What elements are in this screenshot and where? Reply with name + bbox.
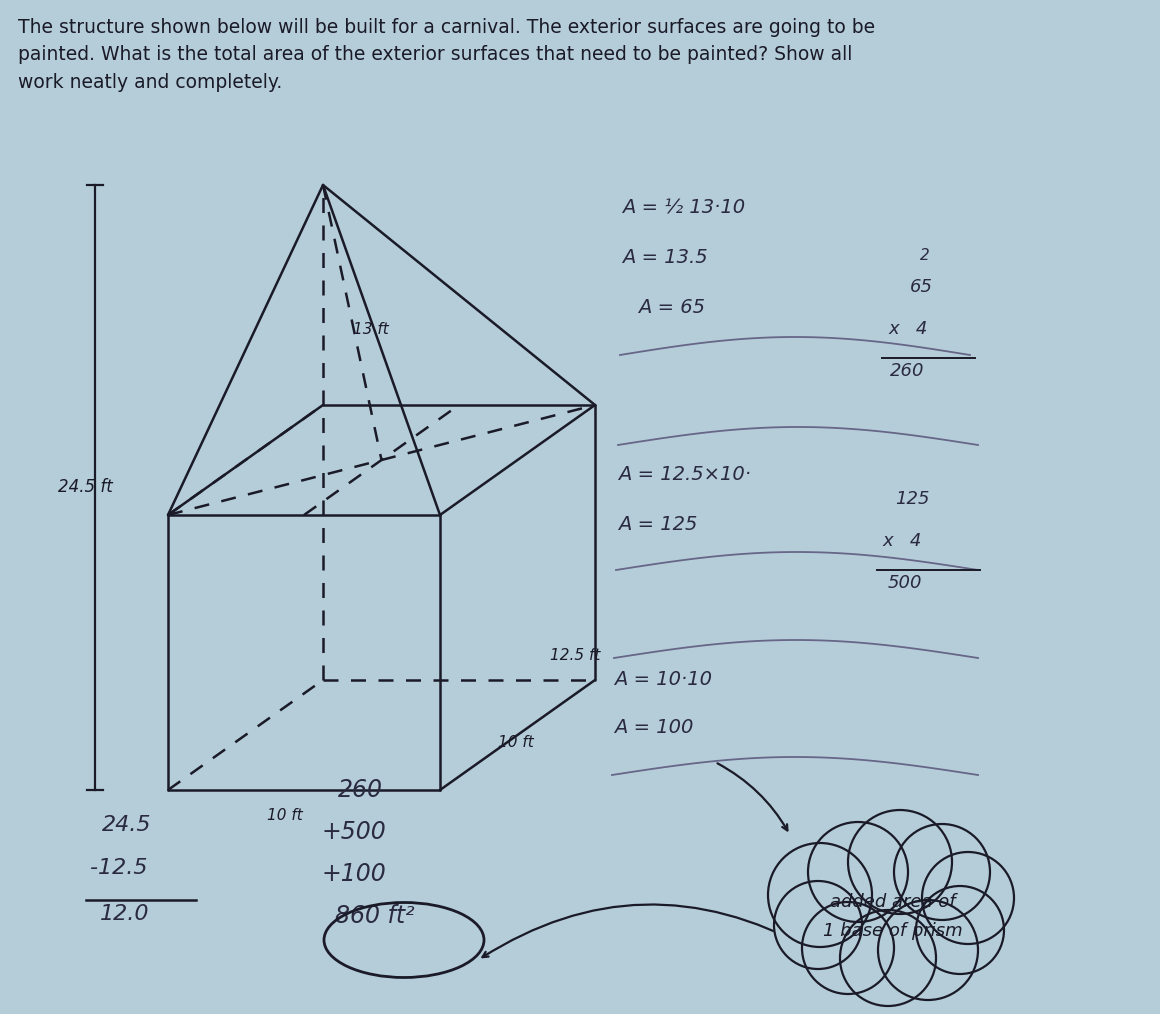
- Text: added area of: added area of: [831, 893, 956, 911]
- Circle shape: [809, 822, 908, 922]
- Text: A = 100: A = 100: [614, 718, 694, 737]
- Text: x   4: x 4: [889, 320, 927, 338]
- Text: The structure shown below will be built for a carnival. The exterior surfaces ar: The structure shown below will be built …: [19, 18, 875, 91]
- Text: 260: 260: [890, 362, 925, 380]
- Text: 2: 2: [920, 248, 930, 263]
- Circle shape: [894, 824, 989, 920]
- Text: 24.5: 24.5: [102, 815, 152, 835]
- Text: 500: 500: [889, 574, 922, 592]
- Text: 65: 65: [909, 278, 933, 296]
- Text: 10 ft: 10 ft: [498, 735, 534, 750]
- Text: A = 65: A = 65: [638, 298, 705, 317]
- Text: x   4: x 4: [882, 532, 921, 550]
- Text: 860 ft²: 860 ft²: [335, 904, 414, 928]
- Text: A = ½ 13·10: A = ½ 13·10: [622, 198, 745, 217]
- Text: +500: +500: [322, 820, 386, 844]
- Text: -12.5: -12.5: [90, 858, 147, 878]
- Text: 10 ft: 10 ft: [267, 808, 303, 823]
- Text: 12.5 ft: 12.5 ft: [550, 648, 601, 662]
- Circle shape: [774, 881, 862, 969]
- Text: 24.5 ft: 24.5 ft: [58, 478, 113, 496]
- Text: 1 base of prism: 1 base of prism: [824, 922, 963, 940]
- Circle shape: [768, 843, 872, 947]
- Text: 125: 125: [896, 490, 929, 508]
- Circle shape: [878, 900, 978, 1000]
- Text: 12.0: 12.0: [100, 904, 150, 924]
- Circle shape: [916, 886, 1005, 974]
- Circle shape: [848, 810, 952, 914]
- Text: A = 125: A = 125: [618, 515, 697, 534]
- Text: 13 ft: 13 ft: [353, 322, 389, 338]
- Circle shape: [802, 902, 894, 994]
- Text: +100: +100: [322, 862, 386, 886]
- Circle shape: [840, 910, 936, 1006]
- Text: A = 12.5×10·: A = 12.5×10·: [618, 465, 751, 484]
- Text: 260: 260: [338, 778, 383, 802]
- Circle shape: [922, 852, 1014, 944]
- Text: A = 13.5: A = 13.5: [622, 248, 708, 267]
- Text: A = 10·10: A = 10·10: [614, 670, 712, 689]
